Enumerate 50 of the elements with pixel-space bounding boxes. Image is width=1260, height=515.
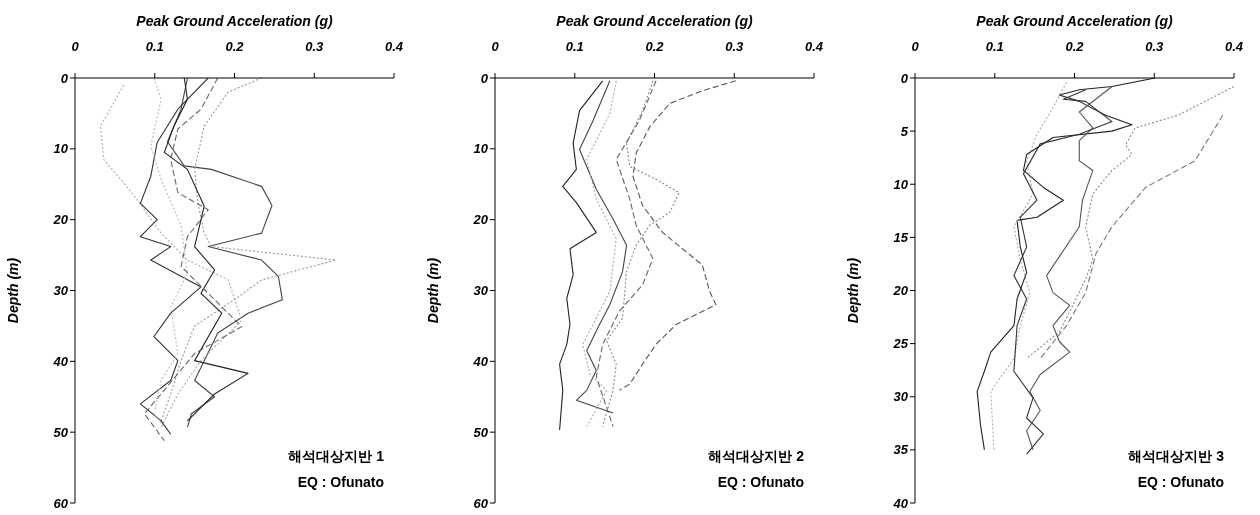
- y-tick-label: 10: [53, 141, 69, 157]
- y-tick-label: 5: [900, 123, 909, 139]
- annotation: 해석대상지반 1: [288, 447, 384, 466]
- x-tick-label: 0: [71, 39, 80, 54]
- x-tick-label: 0: [491, 39, 500, 54]
- y-tick-label: 40: [472, 353, 489, 369]
- x-tick-label: 0.3: [1145, 39, 1165, 54]
- y-tick-label: 30: [53, 283, 69, 299]
- annotation: 해석대상지반 3: [1128, 447, 1224, 466]
- x-tick-label: 0.2: [645, 39, 665, 54]
- y-tick-label: 50: [53, 424, 69, 440]
- x-tick-label: 0.3: [725, 39, 745, 54]
- y-tick-label: 25: [892, 336, 909, 352]
- x-tick-label: 0.2: [1065, 39, 1085, 54]
- y-tick-label: 20: [52, 212, 69, 228]
- x-tick-label: 0.3: [305, 39, 325, 54]
- y-tick-label: 60: [473, 495, 489, 511]
- annotation: 해석대상지반 2: [708, 447, 804, 466]
- x-tick-label: 0.4: [1224, 39, 1244, 54]
- y-tick-label: 0: [900, 70, 909, 86]
- y-tick-label: 10: [893, 176, 909, 192]
- x-tick-label: 0.2: [225, 39, 245, 54]
- annotation: EQ : Ofunato: [716, 473, 804, 492]
- x-tick-label: 0: [911, 39, 920, 54]
- y-axis-title: Depth (m): [424, 257, 441, 324]
- x-axis-title: Peak Ground Acceleration (g): [556, 13, 753, 29]
- y-tick-label: 60: [53, 495, 69, 511]
- y-tick-label: 10: [473, 141, 489, 157]
- x-axis-title: Peak Ground Acceleration (g): [976, 13, 1173, 29]
- annotation: EQ : Ofunato: [1136, 473, 1224, 492]
- y-tick-label: 40: [52, 353, 69, 369]
- y-tick-label: 30: [893, 389, 909, 405]
- x-tick-label: 0.4: [804, 39, 824, 54]
- y-axis-title: Depth (m): [4, 257, 21, 324]
- y-tick-label: 20: [472, 212, 489, 228]
- y-tick-label: 20: [892, 283, 909, 299]
- y-tick-label: 0: [480, 70, 489, 86]
- y-axis-title: Depth (m): [844, 257, 861, 324]
- y-tick-label: 30: [473, 283, 489, 299]
- annotation: EQ : Ofunato: [296, 473, 384, 492]
- x-tick-label: 0.1: [985, 39, 1004, 54]
- y-tick-label: 15: [893, 229, 909, 245]
- x-tick-label: 0.1: [565, 39, 584, 54]
- y-tick-label: 50: [473, 424, 489, 440]
- y-tick-label: 35: [893, 442, 909, 458]
- x-tick-label: 0.1: [145, 39, 164, 54]
- y-tick-label: 0: [60, 70, 69, 86]
- y-tick-label: 40: [892, 495, 909, 511]
- x-axis-title: Peak Ground Acceleration (g): [136, 13, 333, 29]
- x-tick-label: 0.4: [384, 39, 404, 54]
